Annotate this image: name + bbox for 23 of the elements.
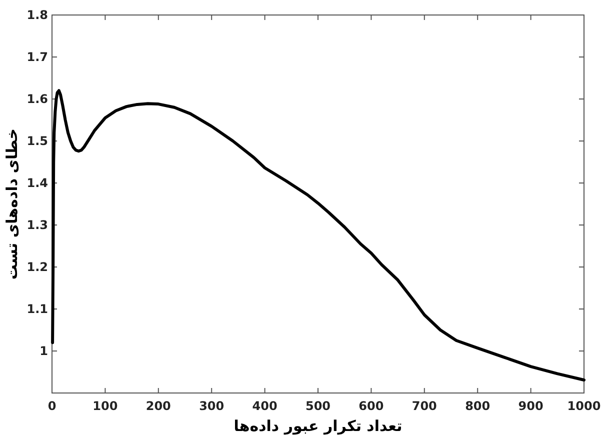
x-tick-label: 600 bbox=[358, 399, 384, 413]
y-tick-label: 1 bbox=[40, 344, 48, 358]
x-tick-label: 800 bbox=[465, 399, 490, 413]
x-tick-label: 500 bbox=[305, 399, 331, 413]
y-tick-label: 1.5 bbox=[26, 134, 48, 148]
x-tick-label: 400 bbox=[252, 399, 278, 413]
y-tick-label: 1.4 bbox=[26, 176, 48, 190]
y-tick-label: 1.3 bbox=[26, 218, 48, 232]
x-axis-title: تعداد تکرار عبور داده‌ها bbox=[234, 417, 402, 435]
x-tick-label: 100 bbox=[92, 399, 118, 413]
x-tick-label: 1000 bbox=[567, 399, 601, 413]
y-tick-label: 1.8 bbox=[26, 8, 48, 22]
x-tick-label: 900 bbox=[518, 399, 544, 413]
y-tick-label: 1.1 bbox=[26, 302, 48, 316]
y-tick-label: 1.6 bbox=[26, 92, 48, 106]
x-tick-label: 0 bbox=[48, 399, 56, 413]
x-tick-label: 200 bbox=[146, 399, 171, 413]
y-axis-title: خطای داده‌های تست bbox=[3, 128, 21, 280]
y-tick-label: 1.7 bbox=[26, 50, 48, 64]
x-tick-label: 300 bbox=[199, 399, 224, 413]
y-tick-label: 1.2 bbox=[26, 260, 48, 274]
line-series bbox=[51, 89, 586, 382]
x-tick-label: 700 bbox=[412, 399, 437, 413]
